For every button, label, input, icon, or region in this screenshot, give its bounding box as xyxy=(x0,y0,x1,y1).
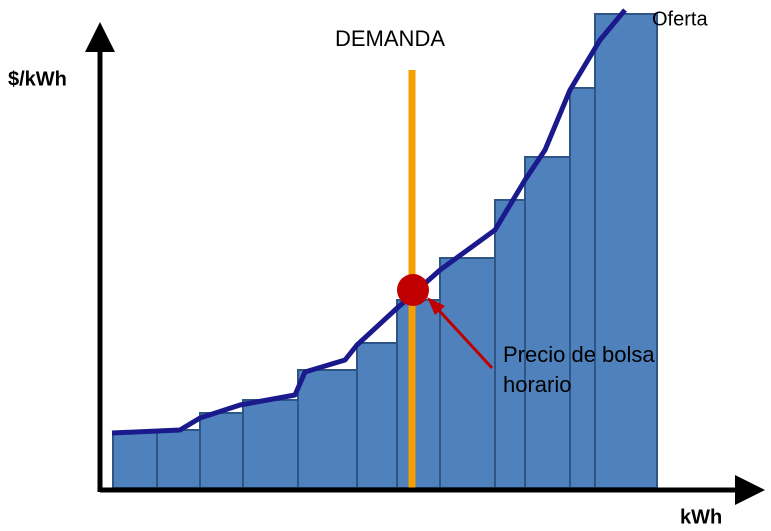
x-axis-label: kWh xyxy=(680,506,722,528)
price-pointer-head xyxy=(427,297,445,315)
supply-curve xyxy=(111,8,627,436)
x-axis-arrow xyxy=(735,475,765,505)
price-pointer xyxy=(432,303,494,370)
step xyxy=(297,369,358,489)
step xyxy=(112,431,158,489)
step xyxy=(199,412,244,489)
step xyxy=(524,156,571,489)
step xyxy=(396,299,441,489)
step xyxy=(439,257,496,489)
y-axis-arrow xyxy=(85,22,115,52)
step xyxy=(356,342,398,489)
step xyxy=(594,13,658,489)
step xyxy=(569,87,596,489)
equilibrium-point xyxy=(397,274,429,306)
supply-steps xyxy=(112,13,658,489)
y-axis-label: $/kWh xyxy=(8,68,67,90)
step xyxy=(156,429,201,489)
demand-label: DEMANDA xyxy=(335,26,445,51)
price-label-line: Precio de bolsa xyxy=(503,342,655,367)
price-label-line: horario xyxy=(503,372,571,397)
step xyxy=(242,399,299,489)
supply-label: Oferta xyxy=(652,8,708,30)
